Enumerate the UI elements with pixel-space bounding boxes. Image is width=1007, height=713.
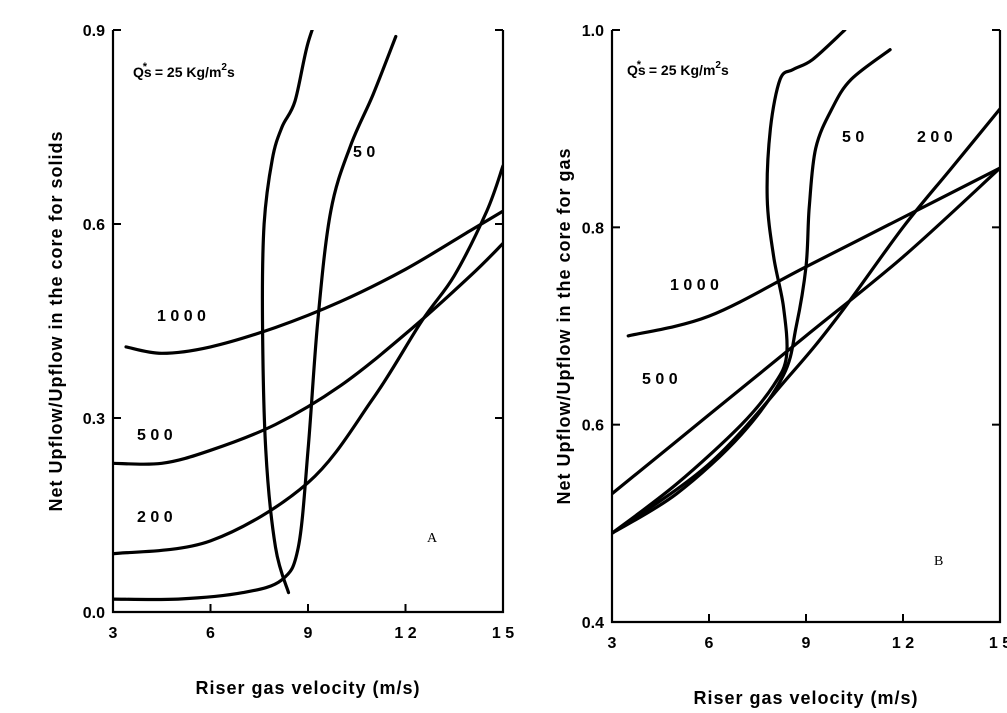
- x-tick-label: 3: [109, 625, 118, 642]
- series-line-50: [113, 34, 398, 602]
- series-line-1000: [124, 209, 503, 355]
- x-tick-label: 1 5: [989, 635, 1007, 652]
- x-tick-label: 9: [304, 625, 313, 642]
- series-line-200: [113, 164, 503, 556]
- x-tick-label: 9: [802, 635, 811, 652]
- series-label-1000: 1 0 0 0: [157, 308, 206, 325]
- series-label-50: 5 0: [842, 129, 864, 146]
- series-line-25: [612, 30, 847, 535]
- series-line-200: [612, 107, 1000, 535]
- x-axis-label: Riser gas velocity (m/s): [195, 678, 420, 698]
- x-axis-label: Riser gas velocity (m/s): [693, 688, 918, 708]
- chart-panel-b: 0.4 0.6 0.8 1.0 3 6 9 1 2 1 5 Riser gas velocity …: [554, 23, 1007, 708]
- x-tick-label: 3: [608, 635, 617, 652]
- x-tick-label: 1 5: [492, 625, 514, 642]
- series-label-1000: 1 0 0 0: [670, 277, 719, 294]
- series-line-25: [260, 30, 314, 595]
- series-label-500: 5 0 0: [137, 427, 173, 444]
- x-tick-label: 1 2: [892, 635, 914, 652]
- series-annotation: Qs* = 25 Kg/m2s: [133, 61, 235, 80]
- y-tick-label: 0.6: [83, 217, 105, 234]
- chart-panel-a: 0.0 0.3 0.6 0.9 3 6 9 1 2 1 5 Riser gas velocity …: [46, 23, 514, 698]
- x-tick-label: 1 2: [394, 625, 416, 642]
- series-line-500: [612, 166, 1000, 496]
- y-tick-label: 1.0: [582, 23, 604, 40]
- series-line-50: [612, 48, 892, 535]
- y-tick-label: 0.0: [83, 605, 105, 622]
- series-label-500: 5 0 0: [642, 371, 678, 388]
- y-tick-label: 0.8: [582, 220, 604, 237]
- series-line-1000: [626, 166, 1000, 338]
- y-tick-label: 0.3: [83, 411, 105, 428]
- y-axis-label: Net Upflow/Upflow in the core for solids: [46, 130, 66, 511]
- x-tick-label: 6: [206, 625, 215, 642]
- series-label-200: 2 0 0: [917, 129, 953, 146]
- panel-label: B: [934, 554, 943, 569]
- series-annotation: Qs* = 25 Kg/m2s: [627, 59, 729, 78]
- y-tick-label: 0.4: [582, 615, 604, 632]
- y-tick-label: 0.6: [582, 418, 604, 435]
- series-label-50: 5 0: [353, 144, 375, 161]
- y-tick-label: 0.9: [83, 23, 105, 40]
- series-label-200: 2 0 0: [137, 509, 173, 526]
- series-line-500: [113, 241, 503, 466]
- y-axis-label: Net Upflow/Upflow in the core for gas: [554, 147, 574, 504]
- x-tick-label: 6: [705, 635, 714, 652]
- panel-label: A: [427, 531, 438, 546]
